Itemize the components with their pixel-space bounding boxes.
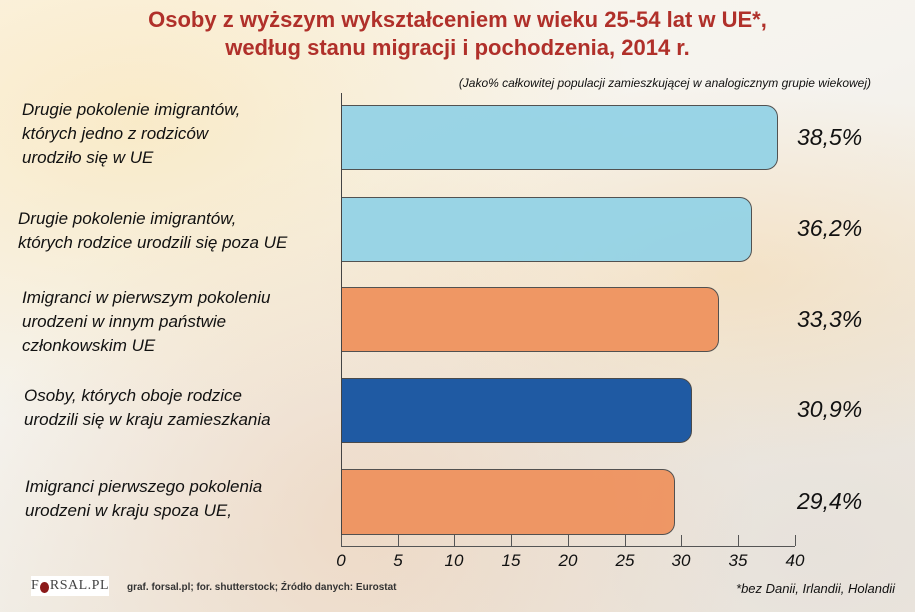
x-tick-label: 30 (671, 551, 691, 570)
x-tick-label: 40 (785, 551, 805, 570)
category-label-line: Drugie pokolenie imigrantów, (18, 209, 237, 228)
chart-title: Osoby z wyższym wykształceniem w wieku 2… (0, 6, 915, 62)
category-label-line: urodzeni w kraju spoza UE, (25, 501, 232, 520)
y-axis-line (341, 93, 342, 546)
bar-5 (341, 469, 675, 535)
category-label-line: których rodzice urodzili się poza UE (18, 233, 288, 252)
category-label-2: Drugie pokolenie imigrantów, których rod… (18, 207, 333, 255)
forsal-logo: F RSAL.PL (31, 576, 109, 596)
category-label-5: Imigranci pierwszego pokolenia urodzeni … (25, 475, 340, 523)
x-tick (341, 535, 342, 546)
logo-text-start: F (31, 578, 40, 593)
chart-title-line-1: Osoby z wyższym wykształceniem w wieku 2… (148, 7, 767, 32)
category-label-line: członkowskim UE (22, 336, 156, 355)
x-tick-label: 20 (558, 551, 578, 570)
x-tick (568, 535, 569, 546)
x-tick (398, 535, 399, 546)
category-label-line: urodzeni w innym państwie (22, 312, 227, 331)
x-tick-label: 10 (444, 551, 464, 570)
value-label-1: 38,5% (797, 124, 863, 150)
category-label-line: których jedno z rodziców (22, 124, 209, 143)
category-label-line: urodzili się w kraju zamieszkania (24, 410, 271, 429)
x-tick (625, 535, 626, 546)
category-label-line: Imigranci pierwszego pokolenia (25, 477, 263, 496)
category-label-line: Osoby, których oboje rodzice (24, 386, 242, 405)
bar-3 (341, 287, 719, 352)
x-tick (511, 535, 512, 546)
x-tick (738, 535, 739, 546)
x-tick-label: 35 (728, 551, 748, 570)
logo-text-end: RSAL.PL (49, 578, 109, 593)
x-tick-label: 0 (336, 551, 346, 570)
logo-globe-icon (40, 581, 49, 593)
footnote: *bez Danii, Irlandii, Holandii (736, 581, 895, 596)
bar-4 (341, 378, 692, 443)
x-tick (454, 535, 455, 546)
category-label-line: urodziło się w UE (22, 148, 154, 167)
source-credits: graf. forsal.pl; for. shutterstock; Źród… (127, 582, 397, 593)
chart-subtitle: (Jako% całkowitej populacji zamieszkując… (458, 76, 871, 90)
x-tick-label: 25 (615, 551, 635, 570)
value-label-2: 36,2% (797, 215, 863, 241)
x-tick (795, 535, 796, 546)
value-label-4: 30,9% (797, 396, 863, 422)
x-tick (681, 535, 682, 546)
category-label-3: Imigranci w pierwszym pokoleniu urodzeni… (22, 286, 337, 358)
category-label-4: Osoby, których oboje rodzice urodzili si… (24, 384, 339, 432)
bar-1 (341, 105, 778, 170)
x-tick-label: 15 (501, 551, 521, 570)
x-tick-label: 5 (393, 551, 403, 570)
category-label-line: Drugie pokolenie imigrantów, (22, 100, 241, 119)
chart-title-line-2: według stanu migracji i pochodzenia, 201… (225, 35, 690, 60)
bar-2 (341, 197, 752, 262)
value-label-3: 33,3% (797, 306, 863, 332)
x-axis-line (341, 546, 795, 547)
category-label-line: Imigranci w pierwszym pokoleniu (22, 288, 271, 307)
value-label-5: 29,4% (797, 488, 863, 514)
category-label-1: Drugie pokolenie imigrantów, których jed… (22, 98, 337, 170)
